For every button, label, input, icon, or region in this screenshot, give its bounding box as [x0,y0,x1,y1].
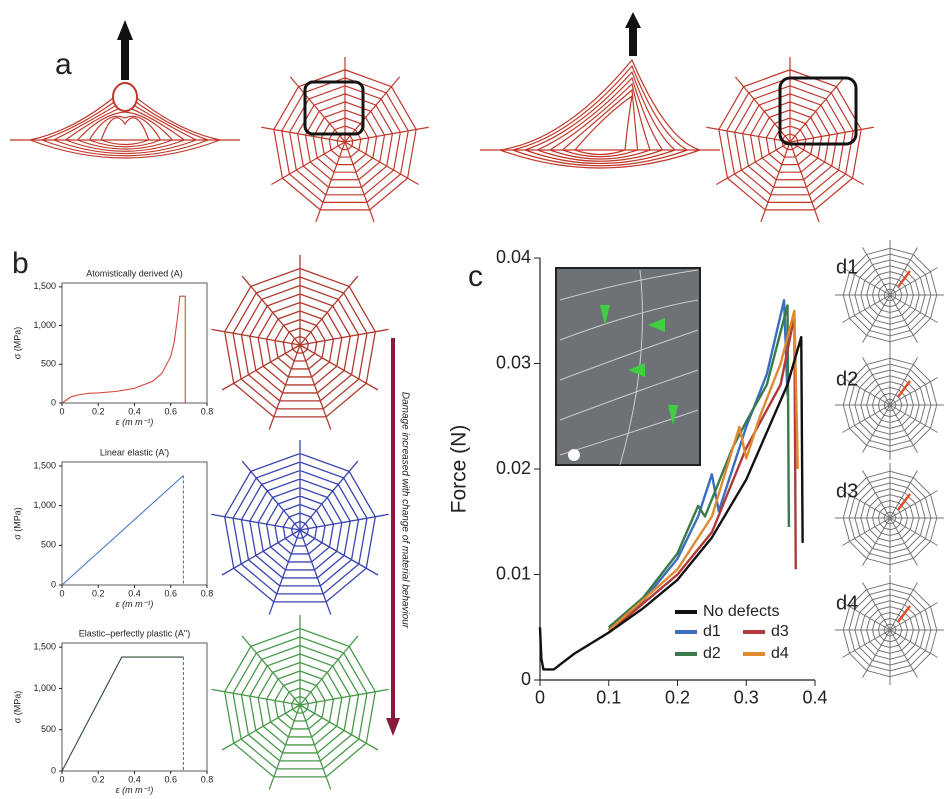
y-tick-label: 0 [51,397,56,407]
defect-label: d4 [836,592,858,614]
y-tick-label: 1,000 [33,320,56,330]
chart-title: Linear elastic (A') [100,447,169,457]
y-axis-label: σ (MPa) [12,507,22,540]
defect-label: d2 [836,368,858,390]
panel-label: b [12,247,29,280]
x-axis-label: ε (m m⁻¹) [116,785,154,795]
y-axis-label: σ (MPa) [12,691,22,724]
x-tick-label: 0.2 [92,407,105,417]
x-tick-label: 0.2 [665,687,690,707]
x-tick-label: 0.2 [92,589,105,599]
x-tick-label: 0.8 [201,407,214,417]
y-axis-label: Force (N) [448,425,471,514]
y-tick-label: 0 [51,579,56,589]
x-tick-label: 0.8 [201,589,214,599]
y-tick-label: 1,500 [33,460,56,470]
x-tick-label: 0.6 [164,407,177,417]
y-tick-label: 0 [51,765,56,775]
defect-label: d3 [836,480,858,502]
x-tick-label: 0.2 [92,775,105,785]
figure: a b c Damage increased with change of ma… [0,0,944,799]
y-tick-label: 0.01 [496,563,531,583]
x-tick-label: 0.1 [596,687,621,707]
legend-label: d2 [703,645,721,662]
x-axis-label: ε (m m⁻¹) [116,599,154,609]
panel-label: c [468,260,483,293]
y-tick-label: 1,000 [33,683,56,693]
panel-label: a [55,48,72,81]
legend-label: d3 [771,623,789,640]
x-tick-label: 0 [59,589,64,599]
x-tick-label: 0.3 [734,687,759,707]
x-tick-label: 0.6 [164,775,177,785]
x-tick-label: 0.4 [128,775,141,785]
x-tick-label: 0.4 [128,407,141,417]
x-tick-label: 0.4 [802,687,827,707]
x-tick-label: 0.6 [164,589,177,599]
legend-label: d4 [771,645,789,662]
x-tick-label: 0 [59,775,64,785]
y-tick-label: 0.02 [496,458,531,478]
y-tick-label: 1,000 [33,500,56,510]
x-tick-label: 0.4 [128,589,141,599]
chart-title: Atomistically derived (A) [86,268,183,278]
legend-label: No defects [703,603,779,620]
x-axis-label: ε (m m⁻¹) [116,417,154,427]
defect-label: d1 [836,256,858,278]
damage-label: Damage increased with change of material… [399,392,410,629]
inset-photo [556,268,700,465]
y-tick-label: 1,500 [33,642,56,652]
y-tick-label: 0.03 [496,352,531,372]
x-tick-label: 0.8 [201,775,214,785]
y-tick-label: 500 [41,540,56,550]
y-tick-label: 1,500 [33,281,56,291]
legend-label: d1 [703,623,721,640]
x-tick-label: 0 [59,407,64,417]
y-axis-label: σ (MPa) [12,327,22,360]
web-drawing [113,83,137,111]
y-tick-label: 0.04 [496,247,531,267]
y-tick-label: 500 [41,359,56,369]
y-tick-label: 500 [41,724,56,734]
x-tick-label: 0 [535,687,545,707]
y-tick-label: 0 [521,669,531,689]
chart-title: Elastic–perfectly plastic (A'') [79,628,190,638]
